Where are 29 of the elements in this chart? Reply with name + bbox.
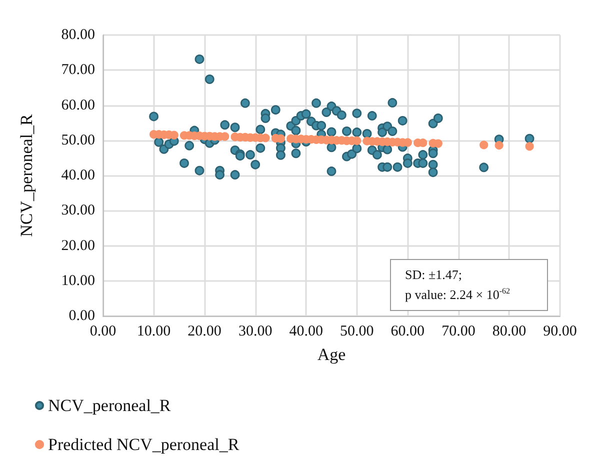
x-tick-label: 50.00 [340,324,374,340]
y-tick-label: 50.00 [61,132,95,148]
x-tick-label: 80.00 [492,324,526,340]
y-tick-label: 0.00 [68,308,95,324]
annotation: SD: ±1.47; [405,266,463,284]
x-tick-label: 60.00 [390,324,425,340]
y-tick-label: 60.00 [61,97,95,114]
point [525,142,534,151]
legend-label: NCV_peroneal_R [48,396,172,415]
x-tick-label: 30.00 [238,324,272,340]
x-tick-label: 90.00 [543,324,577,340]
x-tick-label: 70.00 [442,324,476,340]
y-tick-label: 30.00 [61,202,95,219]
y-tick-label: 80.00 [61,27,95,43]
point [494,140,504,150]
x-tick-label: 40.00 [289,324,323,340]
legend-label: Predicted NCV_peroneal_R [48,435,240,454]
y-tick-label: 20.00 [61,238,95,254]
point [480,140,488,150]
x-axis-title: Age [317,345,346,364]
y-tick-label: 70.00 [61,62,95,78]
annotation: p value: 2.24 × 10$^{-62}$ [405,286,512,304]
note-box: SD: ±1.47; p value: 2.24 × 10$^{-62}$ [390,259,548,311]
x-tick-label: 10.00 [136,324,171,340]
y-axis-title: NCV_peroneal_R [17,113,36,237]
y-tick-label: 40.00 [61,168,95,184]
x-tick-label: 20.00 [188,324,222,340]
x-tick-label: 0.00 [90,324,116,340]
y-tick-label: 10.00 [61,272,95,289]
